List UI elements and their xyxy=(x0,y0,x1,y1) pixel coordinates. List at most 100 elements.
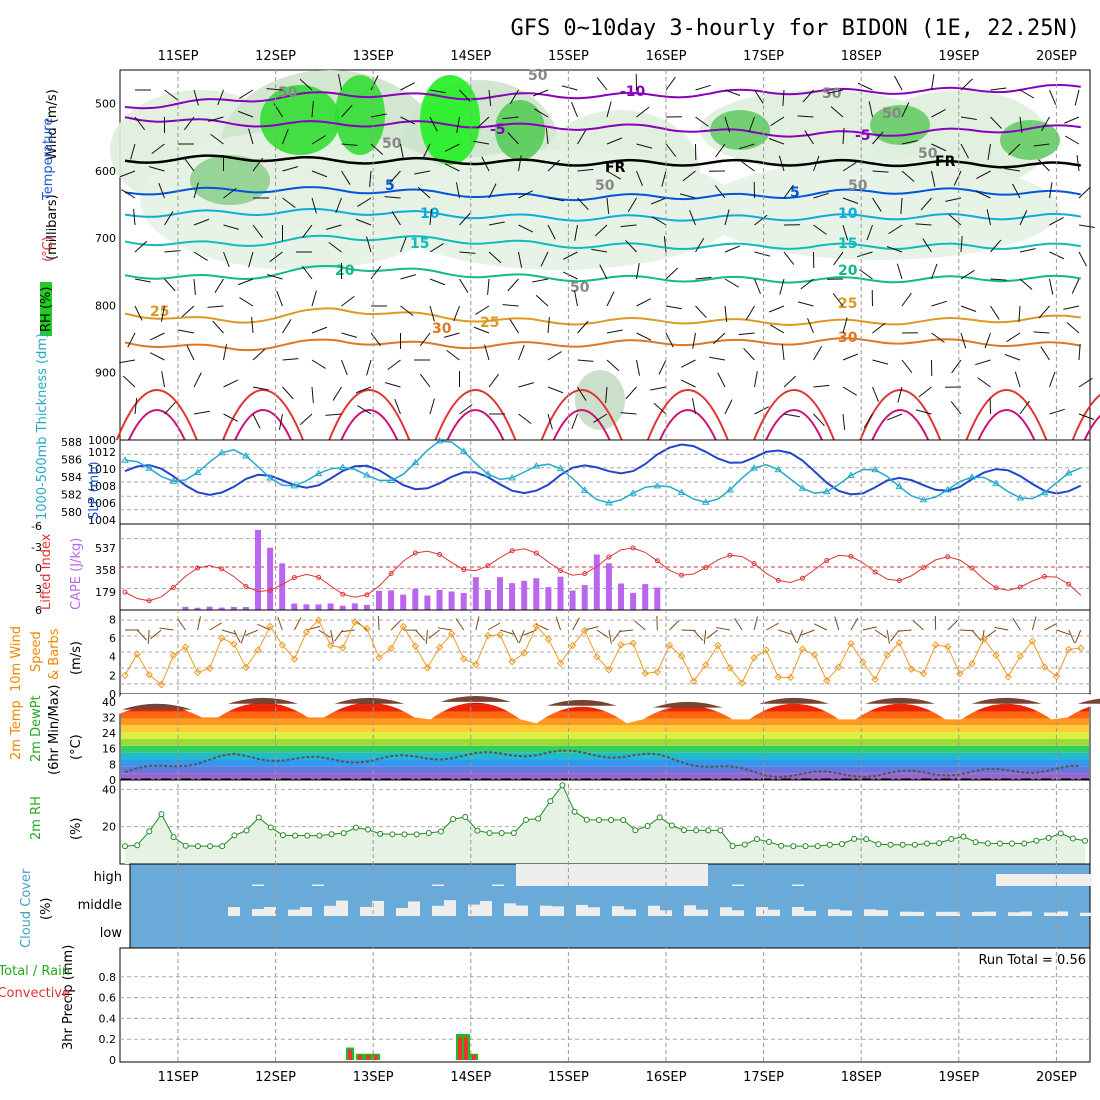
cloud-high-cell xyxy=(1080,874,1092,886)
wind-barb xyxy=(593,413,608,423)
hot-contour xyxy=(234,409,292,441)
wind-barb xyxy=(813,384,830,388)
lifted-index-marker xyxy=(969,565,975,571)
cloud-mid-cell xyxy=(324,905,336,916)
wind-barb xyxy=(509,319,519,334)
wind-barb xyxy=(813,413,825,427)
rh-marker xyxy=(936,840,943,847)
cape-bar xyxy=(618,583,624,610)
wind-speed-marker xyxy=(665,641,674,649)
wind-barb xyxy=(149,332,165,341)
rh-marker xyxy=(911,841,918,848)
wind-barb xyxy=(301,224,313,239)
precip-tick: 0.4 xyxy=(99,1012,117,1025)
rh-shading xyxy=(335,75,385,155)
wind-barb xyxy=(596,77,608,91)
wind-barb xyxy=(695,84,711,91)
lifted-index-marker xyxy=(267,587,273,593)
wind-barb-10m xyxy=(318,629,331,638)
cloud-high-cell xyxy=(696,864,708,886)
temperature-contour xyxy=(124,307,1081,327)
wind-barb-10m xyxy=(596,629,609,639)
wind-barb xyxy=(473,326,490,334)
rh-marker xyxy=(644,822,651,829)
lifted-index-marker xyxy=(872,569,878,575)
wind-barb xyxy=(394,398,401,415)
cape-content: -6 -3 0 3 6 537 358 179 xyxy=(31,520,1090,617)
wind-barb xyxy=(653,402,667,415)
contour-label: 30 xyxy=(838,330,858,346)
wind-barb xyxy=(282,358,299,361)
contour-label: 5 xyxy=(790,185,800,201)
contour-label: 50 xyxy=(918,146,938,162)
wind-barb xyxy=(301,265,313,280)
wind-speed-marker xyxy=(193,668,202,677)
wind-speed-marker xyxy=(883,651,891,659)
wind-barb xyxy=(366,359,372,376)
contour-label: 5 xyxy=(385,178,395,194)
wind-barb xyxy=(778,155,785,172)
wind-barb xyxy=(1038,305,1050,319)
upper-axis-title: (millibars) xyxy=(45,194,60,260)
cloud-high-cell xyxy=(672,864,684,886)
wind-barb xyxy=(754,214,768,226)
wind-barb xyxy=(783,375,797,388)
wind-barb xyxy=(532,278,549,283)
wind-barb xyxy=(518,344,525,361)
cloud-mid-cell xyxy=(432,905,444,916)
cloud-mid-cell xyxy=(504,903,516,916)
wind-barb xyxy=(400,305,414,317)
rh-shading xyxy=(1000,120,1060,160)
wind-barb xyxy=(931,109,946,118)
rh-marker xyxy=(231,832,238,839)
date-label-bottom: 11SEP xyxy=(158,1070,199,1085)
temperature-contour xyxy=(124,207,1081,222)
cloud-high-cell xyxy=(624,864,636,886)
wind-speed-marker xyxy=(568,641,577,650)
lifted-index-marker xyxy=(219,566,225,572)
wind-barb xyxy=(951,359,962,374)
wind-barb xyxy=(459,403,473,415)
slp-marker xyxy=(266,474,275,481)
wind-speed-marker xyxy=(435,643,444,651)
wind-barb-10m xyxy=(634,620,646,631)
wind-barb xyxy=(282,197,296,209)
wind-barb xyxy=(832,293,844,307)
cloud-mid-cell xyxy=(840,910,852,916)
rh-marker xyxy=(219,843,226,850)
wind-barb xyxy=(953,170,962,186)
wind-barb xyxy=(571,101,578,118)
rh-marker xyxy=(632,827,639,834)
cape-bar xyxy=(388,590,395,610)
slp-line xyxy=(124,440,1082,504)
wind-speed-marker xyxy=(1052,672,1061,681)
cloud-mid-cell xyxy=(648,905,660,916)
wind-barb xyxy=(842,353,859,361)
slp-marker xyxy=(1040,488,1049,496)
temp-color-band xyxy=(121,738,1089,746)
wind-barb xyxy=(1004,354,1021,361)
cloud-high-cell xyxy=(612,864,624,886)
lifted-index-marker xyxy=(848,553,854,559)
lifted-index-marker xyxy=(558,568,564,574)
wind-barb xyxy=(223,344,228,361)
wind-barb xyxy=(193,89,199,106)
contour-label: 25 xyxy=(838,296,857,312)
wind-barb xyxy=(251,317,254,334)
temperature-contour xyxy=(124,83,1081,110)
rh-marker xyxy=(924,840,931,847)
contour-label: 15 xyxy=(838,236,857,252)
wind-barb xyxy=(237,278,254,286)
wind-barb xyxy=(366,236,372,253)
wind-barb xyxy=(689,209,696,226)
lifted-index-marker xyxy=(727,552,733,558)
cape-bar xyxy=(448,591,455,610)
wind-barb xyxy=(134,305,143,321)
cloud-high-cell xyxy=(792,884,804,886)
wind-barb xyxy=(1018,305,1021,322)
slp-marker xyxy=(145,464,154,471)
contour-label: 50 xyxy=(848,178,868,194)
wind-barb xyxy=(518,413,532,425)
wind-barb xyxy=(960,236,963,253)
wind-label-line2: Speed xyxy=(29,631,44,672)
